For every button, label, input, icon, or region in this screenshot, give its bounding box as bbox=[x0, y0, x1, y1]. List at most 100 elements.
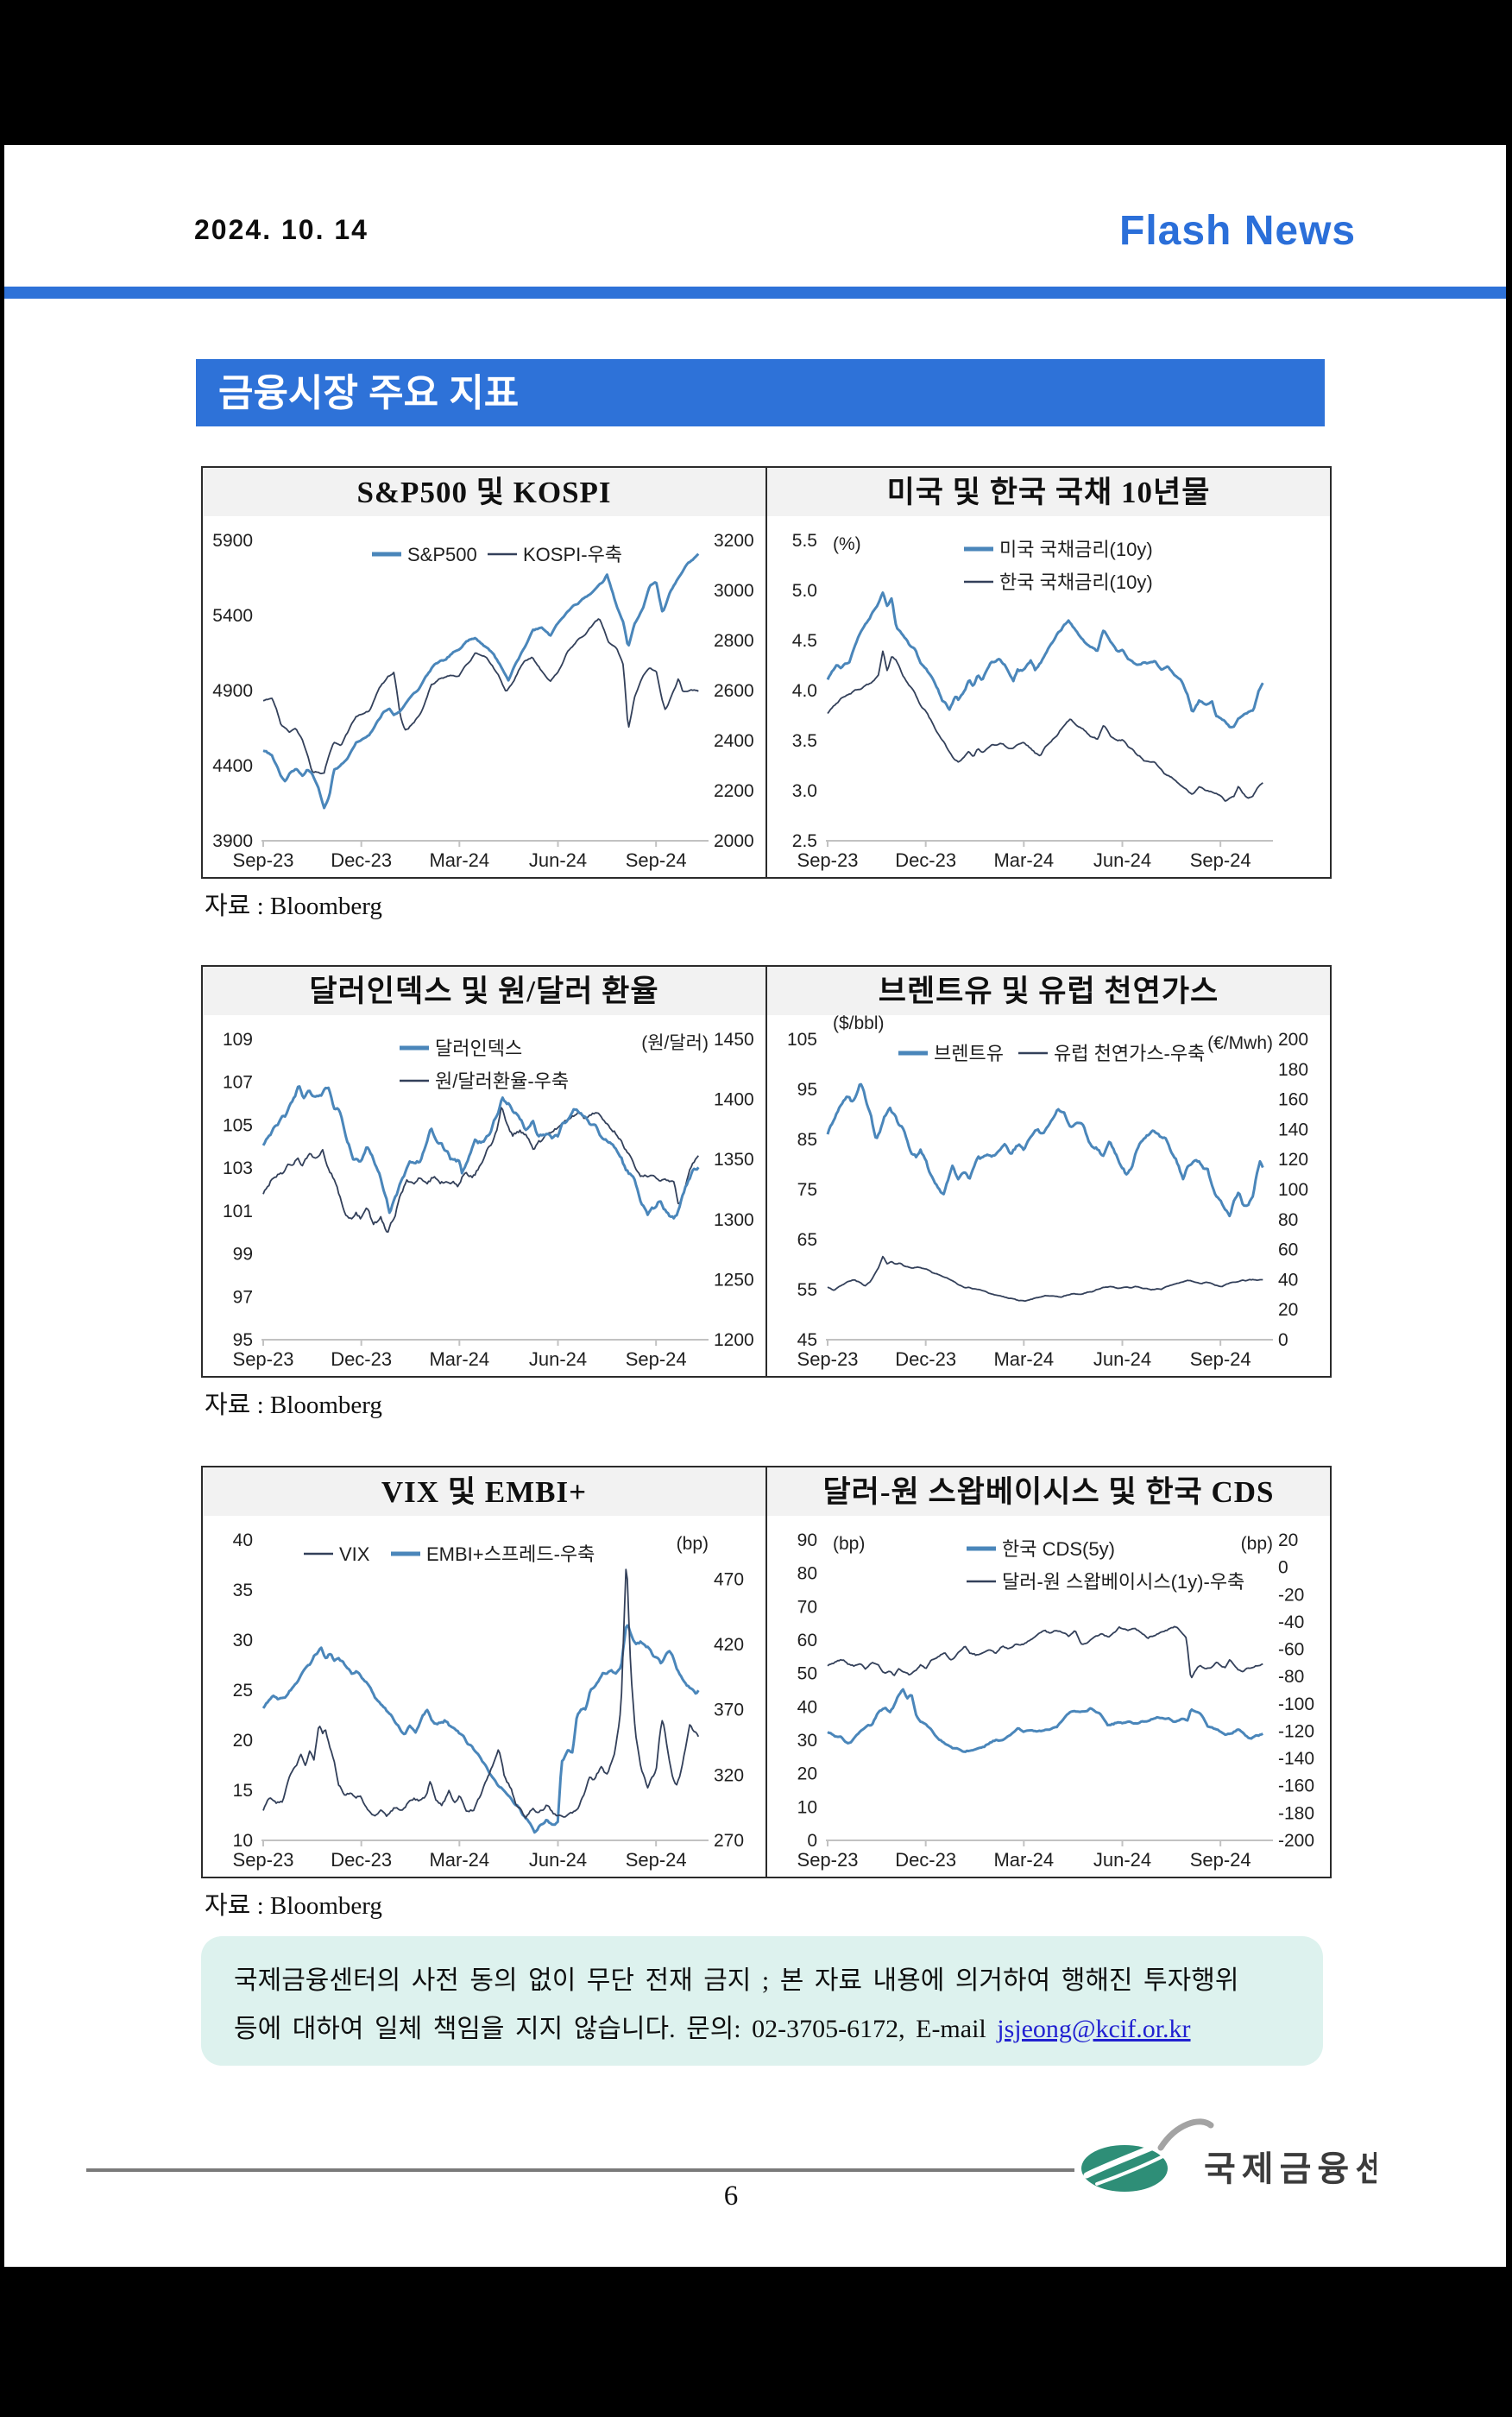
svg-text:4.0: 4.0 bbox=[792, 681, 817, 701]
svg-text:97: 97 bbox=[233, 1287, 253, 1307]
svg-text:Mar-24: Mar-24 bbox=[993, 1849, 1054, 1871]
svg-text:3.0: 3.0 bbox=[792, 781, 817, 801]
svg-text:-200: -200 bbox=[1278, 1831, 1314, 1851]
svg-text:한국 CDS(5y): 한국 CDS(5y) bbox=[1002, 1538, 1115, 1560]
svg-text:100: 100 bbox=[1278, 1180, 1308, 1200]
svg-text:4900: 4900 bbox=[212, 681, 253, 701]
svg-text:Jun-24: Jun-24 bbox=[529, 849, 587, 871]
source-caption: 자료 : Bloomberg bbox=[205, 1392, 382, 1419]
svg-text:1200: 1200 bbox=[714, 1330, 754, 1350]
svg-text:유럽 천연가스-우축: 유럽 천연가스-우축 bbox=[1054, 1043, 1205, 1064]
svg-text:470: 470 bbox=[714, 1569, 744, 1589]
dollar-won-chart: Sep-23 Dec-23 Mar-24 Jun-24 Sep-24 109 107 105 1… bbox=[223, 1030, 754, 1370]
chart-title: 달러-원 스왑베이시스 및 한국 CDS bbox=[767, 1467, 1330, 1516]
svg-text:15: 15 bbox=[233, 1781, 253, 1801]
disclaimer-line1: 국제금융센터의 사전 동의 없이 무단 전재 금지 ; 본 자료 내용에 의거하… bbox=[234, 1966, 1239, 1995]
svg-text:1400: 1400 bbox=[714, 1090, 754, 1110]
svg-text:Mar-24: Mar-24 bbox=[993, 1348, 1054, 1370]
svg-text:10: 10 bbox=[797, 1797, 817, 1817]
svg-text:Sep-23: Sep-23 bbox=[797, 1849, 859, 1871]
svg-text:Sep-23: Sep-23 bbox=[797, 849, 859, 871]
disclaimer-box: 국제금융센터의 사전 동의 없이 무단 전재 금지 ; 본 자료 내용에 의거하… bbox=[201, 1936, 1323, 2066]
svg-text:2400: 2400 bbox=[714, 731, 754, 751]
svg-text:2600: 2600 bbox=[714, 681, 754, 701]
footer-rule bbox=[86, 2168, 1074, 2172]
email-link[interactable]: jsjeong@kcif.or.kr bbox=[997, 2015, 1191, 2043]
svg-text:Mar-24: Mar-24 bbox=[429, 1849, 489, 1871]
svg-text:Jun-24: Jun-24 bbox=[1093, 1849, 1151, 1871]
document-page: 2024. 10. 14 Flash News 금융시장 주요 지표 S&P50… bbox=[4, 145, 1506, 2267]
svg-text:40: 40 bbox=[1278, 1270, 1298, 1290]
svg-text:95: 95 bbox=[233, 1330, 253, 1350]
svg-text:($/bbl): ($/bbl) bbox=[833, 1015, 885, 1033]
svg-text:Sep-23: Sep-23 bbox=[233, 1849, 294, 1871]
svg-text:4400: 4400 bbox=[212, 756, 253, 776]
svg-text:3900: 3900 bbox=[212, 831, 253, 851]
svg-text:Sep-24: Sep-24 bbox=[626, 1348, 687, 1370]
svg-text:70: 70 bbox=[797, 1597, 817, 1617]
svg-text:5.5: 5.5 bbox=[792, 531, 817, 551]
bond-yields-chart: Sep-23 Dec-23 Mar-24 Jun-24 Sep-24 5.5 5.0 4.5 4… bbox=[792, 531, 1273, 871]
svg-text:Sep-23: Sep-23 bbox=[233, 849, 294, 871]
svg-text:3000: 3000 bbox=[714, 581, 754, 601]
svg-text:달러인덱스: 달러인덱스 bbox=[435, 1038, 522, 1059]
svg-text:1350: 1350 bbox=[714, 1150, 754, 1170]
svg-text:-120: -120 bbox=[1278, 1721, 1314, 1741]
chart-box-sp500-kospi: S&P500 및 KOSPI Sep-23 Dec-23 Mar-24 Jun-24 S… bbox=[201, 466, 767, 879]
svg-text:270: 270 bbox=[714, 1831, 744, 1851]
org-logo: 국제금융센터 bbox=[1081, 2118, 1377, 2192]
chart-title: 미국 및 한국 국채 10년물 bbox=[767, 468, 1330, 516]
logo-text: 국제금융센터 bbox=[1204, 2150, 1377, 2188]
svg-text:Mar-24: Mar-24 bbox=[993, 849, 1054, 871]
svg-text:0: 0 bbox=[1278, 1558, 1288, 1578]
svg-text:Jun-24: Jun-24 bbox=[1093, 849, 1151, 871]
svg-text:Sep-23: Sep-23 bbox=[233, 1348, 294, 1370]
svg-text:420: 420 bbox=[714, 1635, 744, 1655]
svg-text:Jun-24: Jun-24 bbox=[1093, 1348, 1151, 1370]
svg-text:EMBI+스프레드-우축: EMBI+스프레드-우축 bbox=[426, 1543, 595, 1565]
svg-text:-140: -140 bbox=[1278, 1749, 1314, 1769]
svg-text:(€/Mwh): (€/Mwh) bbox=[1207, 1033, 1273, 1053]
svg-text:(%): (%) bbox=[833, 534, 861, 554]
chart-box-brent-gas: 브렌트유 및 유럽 천연가스 Sep-23 Dec-23 Mar-24 Jun-24 S… bbox=[765, 965, 1332, 1378]
svg-text:4.5: 4.5 bbox=[792, 631, 817, 651]
svg-text:한국 국채금리(10y): 한국 국채금리(10y) bbox=[999, 571, 1153, 593]
svg-text:2.5: 2.5 bbox=[792, 831, 817, 851]
svg-text:-160: -160 bbox=[1278, 1776, 1314, 1796]
svg-text:Dec-23: Dec-23 bbox=[895, 1849, 956, 1871]
sp500-kospi-chart: Sep-23 Dec-23 Mar-24 Jun-24 Sep-24 5900 5400 49… bbox=[212, 531, 754, 871]
svg-text:10: 10 bbox=[233, 1831, 253, 1851]
svg-text:107: 107 bbox=[223, 1073, 253, 1093]
svg-text:60: 60 bbox=[797, 1631, 817, 1650]
svg-text:5900: 5900 bbox=[212, 531, 253, 551]
svg-text:55: 55 bbox=[797, 1280, 817, 1300]
chart-box-vix-embi: VIX 및 EMBI+ Sep-23 Dec-23 Mar-24 Jun-24 Sep-… bbox=[201, 1466, 767, 1878]
svg-text:Dec-23: Dec-23 bbox=[331, 1348, 392, 1370]
svg-text:Dec-23: Dec-23 bbox=[331, 1849, 392, 1871]
svg-text:(bp): (bp) bbox=[833, 1534, 865, 1554]
svg-text:(bp): (bp) bbox=[1241, 1534, 1273, 1554]
svg-text:200: 200 bbox=[1278, 1030, 1308, 1050]
svg-text:140: 140 bbox=[1278, 1120, 1308, 1139]
svg-text:101: 101 bbox=[223, 1202, 253, 1221]
svg-text:3200: 3200 bbox=[714, 531, 754, 551]
svg-text:0: 0 bbox=[1278, 1330, 1288, 1350]
svg-text:-180: -180 bbox=[1278, 1803, 1314, 1823]
svg-text:(bp): (bp) bbox=[677, 1534, 709, 1554]
svg-text:20: 20 bbox=[797, 1764, 817, 1784]
svg-text:5.0: 5.0 bbox=[792, 581, 817, 601]
source-caption: 자료 : Bloomberg bbox=[205, 893, 382, 920]
chart-box-swap-cds: 달러-원 스왑베이시스 및 한국 CDS Sep-23 Dec-23 Mar-24 J… bbox=[765, 1466, 1332, 1878]
svg-text:85: 85 bbox=[797, 1130, 817, 1150]
chart-title: S&P500 및 KOSPI bbox=[203, 468, 765, 516]
svg-text:Sep-23: Sep-23 bbox=[797, 1348, 859, 1370]
svg-text:30: 30 bbox=[797, 1731, 817, 1751]
svg-text:S&P500: S&P500 bbox=[407, 544, 477, 565]
svg-text:40: 40 bbox=[233, 1530, 253, 1550]
svg-text:103: 103 bbox=[223, 1158, 253, 1178]
svg-text:Sep-24: Sep-24 bbox=[626, 1849, 687, 1871]
disclaimer-line2: 등에 대하여 일체 책임을 지지 않습니다. 문의: 02-3705-6172,… bbox=[234, 2015, 998, 2043]
svg-text:Sep-24: Sep-24 bbox=[1190, 849, 1251, 871]
svg-text:90: 90 bbox=[797, 1530, 817, 1550]
svg-text:미국 국채금리(10y): 미국 국채금리(10y) bbox=[999, 539, 1153, 560]
